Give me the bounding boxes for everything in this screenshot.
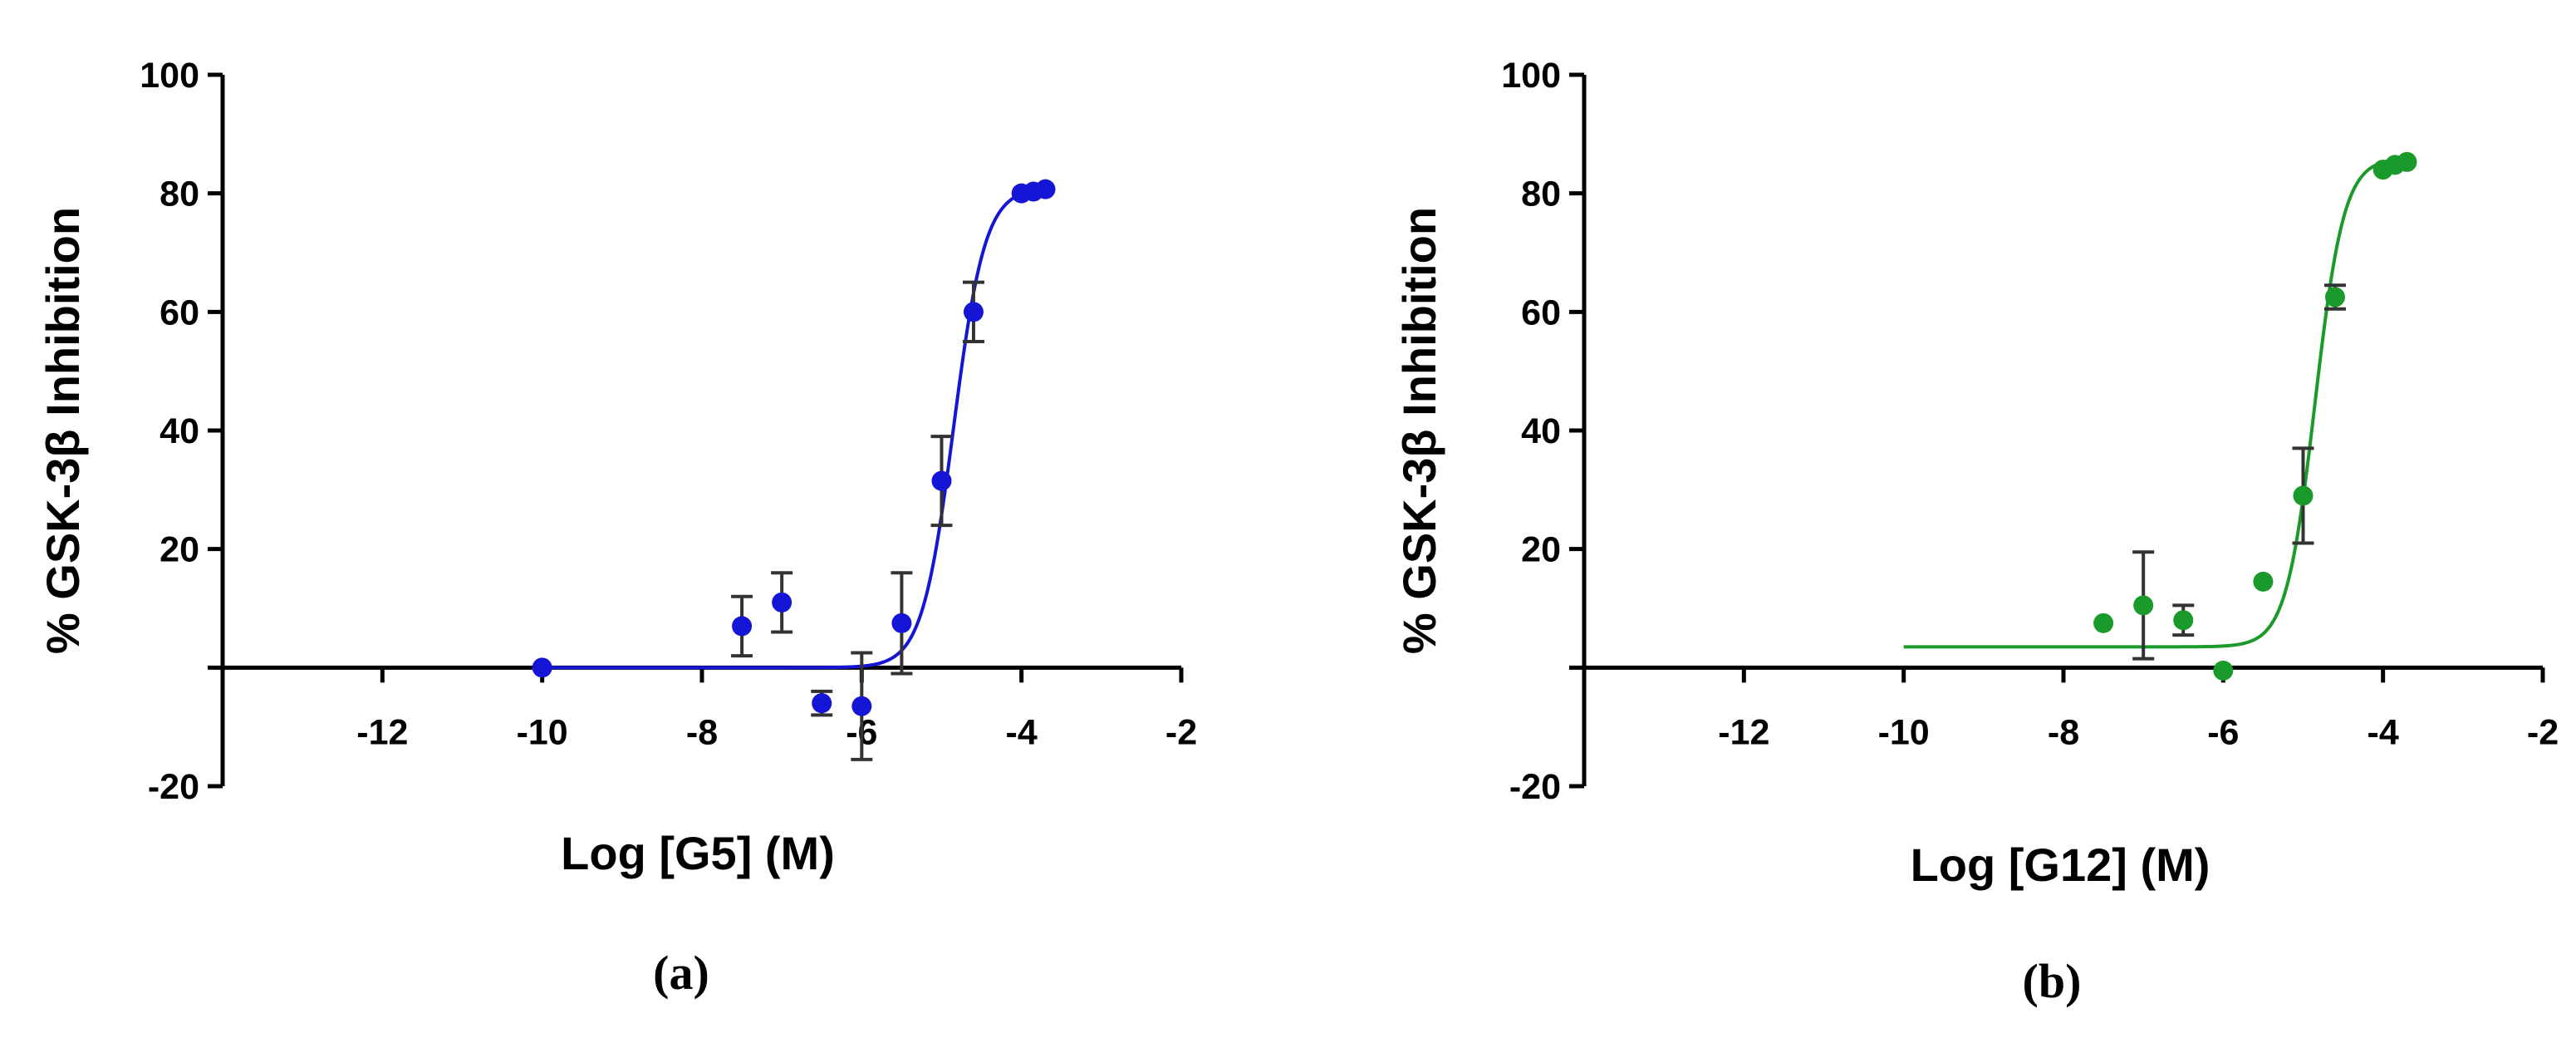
data-point: [2324, 287, 2345, 307]
data-point: [772, 592, 792, 612]
y-tick-label: 40: [159, 411, 199, 451]
y-tick-label: -20: [1509, 767, 1561, 807]
x-tick-label: -4: [2367, 712, 2399, 752]
chart-panel-b: -20 20 40 60 80 100 -12 -10 -8 -6 -4 -2 % GSK-3β Inh…: [1393, 56, 2559, 1008]
x-tick-label: -10: [1878, 712, 1930, 752]
x-tick-label: -8: [686, 712, 718, 752]
x-tick-label: -8: [2048, 712, 2079, 752]
data-point: [2093, 612, 2114, 633]
y-tick-label: 80: [1521, 175, 1561, 214]
y-tick-label: 100: [140, 56, 199, 96]
y-tick-label: 40: [1521, 411, 1561, 451]
x-tick-label: -10: [517, 712, 568, 752]
data-point: [2397, 151, 2417, 172]
x-axis-title: Log [G12] (M): [1911, 839, 2210, 891]
y-tick-label: 100: [1501, 56, 1561, 96]
data-point: [931, 470, 952, 491]
data-point: [2173, 610, 2194, 631]
y-axis-title: % GSK-3β Inhibition: [1393, 207, 1445, 654]
y-tick-label: 80: [159, 175, 199, 214]
data-point: [2133, 595, 2154, 616]
x-tick-label: -12: [1718, 712, 1769, 752]
y-tick-label: 60: [1521, 293, 1561, 332]
y-tick-label: -20: [148, 767, 199, 807]
data-point: [963, 302, 984, 322]
data-point: [732, 616, 753, 637]
data-point: [532, 657, 552, 678]
y-axis-title: % GSK-3β Inhibition: [37, 207, 89, 654]
data-point: [2293, 485, 2313, 506]
panel-label: (a): [653, 946, 709, 1000]
panel-label: (b): [2023, 954, 2082, 1008]
data-point: [2253, 571, 2274, 592]
x-tick-label: -2: [1165, 712, 1197, 752]
data-point: [891, 612, 912, 633]
data-point: [812, 693, 832, 714]
data-point: [2213, 660, 2234, 681]
fit-curve: [542, 187, 1046, 670]
y-tick-label: 20: [1521, 530, 1561, 570]
x-tick-label: -4: [1006, 712, 1038, 752]
y-tick-label: 20: [159, 530, 199, 570]
fit-curve: [1903, 156, 2407, 649]
data-point: [1035, 179, 1056, 199]
x-axis-title: Log [G5] (M): [561, 827, 835, 879]
x-tick-label: -6: [2207, 712, 2239, 752]
x-tick-label: -2: [2527, 712, 2559, 752]
data-point: [851, 696, 872, 716]
y-tick-label: 60: [159, 293, 199, 332]
x-tick-label: -12: [356, 712, 408, 752]
